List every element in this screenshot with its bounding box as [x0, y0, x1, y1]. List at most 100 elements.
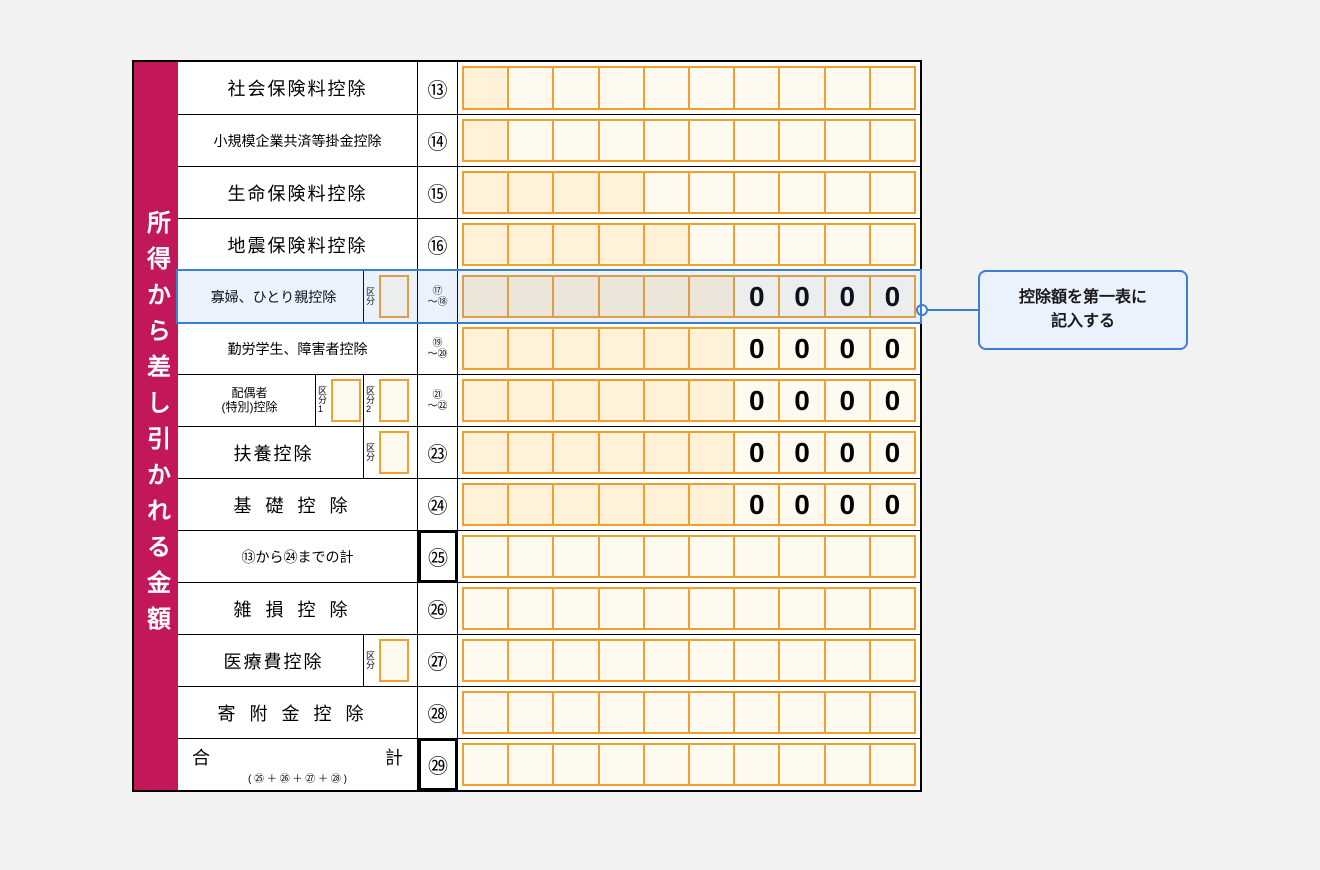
amount-cell[interactable]: [462, 639, 509, 682]
amount-cell[interactable]: [778, 119, 825, 162]
amount-cell[interactable]: 0: [778, 379, 825, 422]
amount-cell[interactable]: [869, 587, 916, 630]
amount-cell[interactable]: 0: [824, 379, 871, 422]
amount-cell[interactable]: [688, 119, 735, 162]
amount-cell[interactable]: [688, 431, 735, 474]
amount-cell[interactable]: [733, 743, 780, 786]
amount-cell[interactable]: [643, 66, 690, 110]
amount-cell[interactable]: [824, 223, 871, 266]
amount-cell[interactable]: [507, 275, 554, 318]
amount-cell[interactable]: [598, 119, 645, 162]
amount-cell[interactable]: [733, 587, 780, 630]
amount-cell[interactable]: [552, 119, 599, 162]
amount-cell[interactable]: [507, 431, 554, 474]
amount-cell[interactable]: [869, 171, 916, 214]
amount-cell[interactable]: [462, 171, 509, 214]
amount-cell[interactable]: [462, 275, 509, 318]
amount-cell[interactable]: [824, 66, 871, 110]
amount-cell[interactable]: [688, 743, 735, 786]
amount-cell[interactable]: [462, 119, 509, 162]
amount-cell[interactable]: [643, 639, 690, 682]
amount-cell[interactable]: [507, 119, 554, 162]
amount-cell[interactable]: [552, 223, 599, 266]
amount-cell[interactable]: 0: [778, 483, 825, 526]
amount-cell[interactable]: [688, 691, 735, 734]
amount-cell[interactable]: [824, 743, 871, 786]
amount-cell[interactable]: [824, 639, 871, 682]
amount-cell[interactable]: [869, 535, 916, 578]
amount-cell[interactable]: [733, 639, 780, 682]
amount-cell[interactable]: [462, 379, 509, 422]
kubun-input-box[interactable]: [331, 379, 361, 422]
amount-cell[interactable]: [598, 587, 645, 630]
amount-cell[interactable]: [824, 691, 871, 734]
amount-cell[interactable]: 0: [824, 431, 871, 474]
amount-cell[interactable]: [778, 66, 825, 110]
amount-cell[interactable]: [688, 275, 735, 318]
amount-cell[interactable]: [552, 275, 599, 318]
amount-cell[interactable]: [824, 171, 871, 214]
amount-cell[interactable]: [598, 66, 645, 110]
amount-cell[interactable]: [598, 535, 645, 578]
amount-cell[interactable]: [643, 379, 690, 422]
amount-cell[interactable]: [552, 431, 599, 474]
amount-cell[interactable]: [598, 431, 645, 474]
amount-cell[interactable]: [462, 587, 509, 630]
amount-cell[interactable]: 0: [733, 275, 780, 318]
amount-cell[interactable]: [643, 119, 690, 162]
amount-cell[interactable]: 0: [824, 483, 871, 526]
amount-cell[interactable]: [688, 327, 735, 370]
amount-cell[interactable]: 0: [869, 431, 916, 474]
amount-cell[interactable]: [552, 171, 599, 214]
amount-cell[interactable]: [507, 639, 554, 682]
amount-cell[interactable]: [869, 223, 916, 266]
amount-cell[interactable]: [552, 743, 599, 786]
amount-cell[interactable]: [688, 483, 735, 526]
amount-cell[interactable]: [462, 66, 509, 110]
amount-cell[interactable]: [598, 275, 645, 318]
amount-cell[interactable]: [552, 535, 599, 578]
amount-cell[interactable]: [733, 535, 780, 578]
amount-cell[interactable]: 0: [733, 379, 780, 422]
amount-cell[interactable]: [507, 171, 554, 214]
amount-cell[interactable]: 0: [869, 327, 916, 370]
amount-cell[interactable]: [643, 431, 690, 474]
amount-cell[interactable]: [598, 327, 645, 370]
kubun-input-box[interactable]: [379, 639, 409, 682]
amount-cell[interactable]: [869, 743, 916, 786]
amount-cell[interactable]: [462, 223, 509, 266]
amount-cell[interactable]: [824, 535, 871, 578]
amount-cell[interactable]: [507, 379, 554, 422]
amount-cell[interactable]: [778, 691, 825, 734]
amount-cell[interactable]: 0: [733, 327, 780, 370]
amount-cell[interactable]: [643, 691, 690, 734]
amount-cell[interactable]: [778, 743, 825, 786]
amount-cell[interactable]: [778, 535, 825, 578]
amount-cell[interactable]: 0: [778, 275, 825, 318]
amount-cell[interactable]: [733, 691, 780, 734]
amount-cell[interactable]: 0: [733, 431, 780, 474]
amount-cell[interactable]: [598, 379, 645, 422]
amount-cell[interactable]: [552, 327, 599, 370]
amount-cell[interactable]: [462, 743, 509, 786]
amount-cell[interactable]: 0: [778, 327, 825, 370]
amount-cell[interactable]: [869, 66, 916, 110]
amount-cell[interactable]: 0: [824, 327, 871, 370]
kubun-input-box[interactable]: [379, 275, 409, 318]
amount-cell[interactable]: 0: [869, 483, 916, 526]
amount-cell[interactable]: [598, 691, 645, 734]
amount-cell[interactable]: [688, 587, 735, 630]
amount-cell[interactable]: [778, 223, 825, 266]
amount-cell[interactable]: [598, 483, 645, 526]
amount-cell[interactable]: [462, 535, 509, 578]
amount-cell[interactable]: [462, 327, 509, 370]
amount-cell[interactable]: [507, 691, 554, 734]
amount-cell[interactable]: 0: [778, 431, 825, 474]
amount-cell[interactable]: [733, 119, 780, 162]
amount-cell[interactable]: [552, 691, 599, 734]
kubun-input-box[interactable]: [379, 431, 409, 474]
amount-cell[interactable]: [598, 223, 645, 266]
amount-cell[interactable]: [733, 171, 780, 214]
amount-cell[interactable]: [733, 66, 780, 110]
amount-cell[interactable]: [688, 171, 735, 214]
